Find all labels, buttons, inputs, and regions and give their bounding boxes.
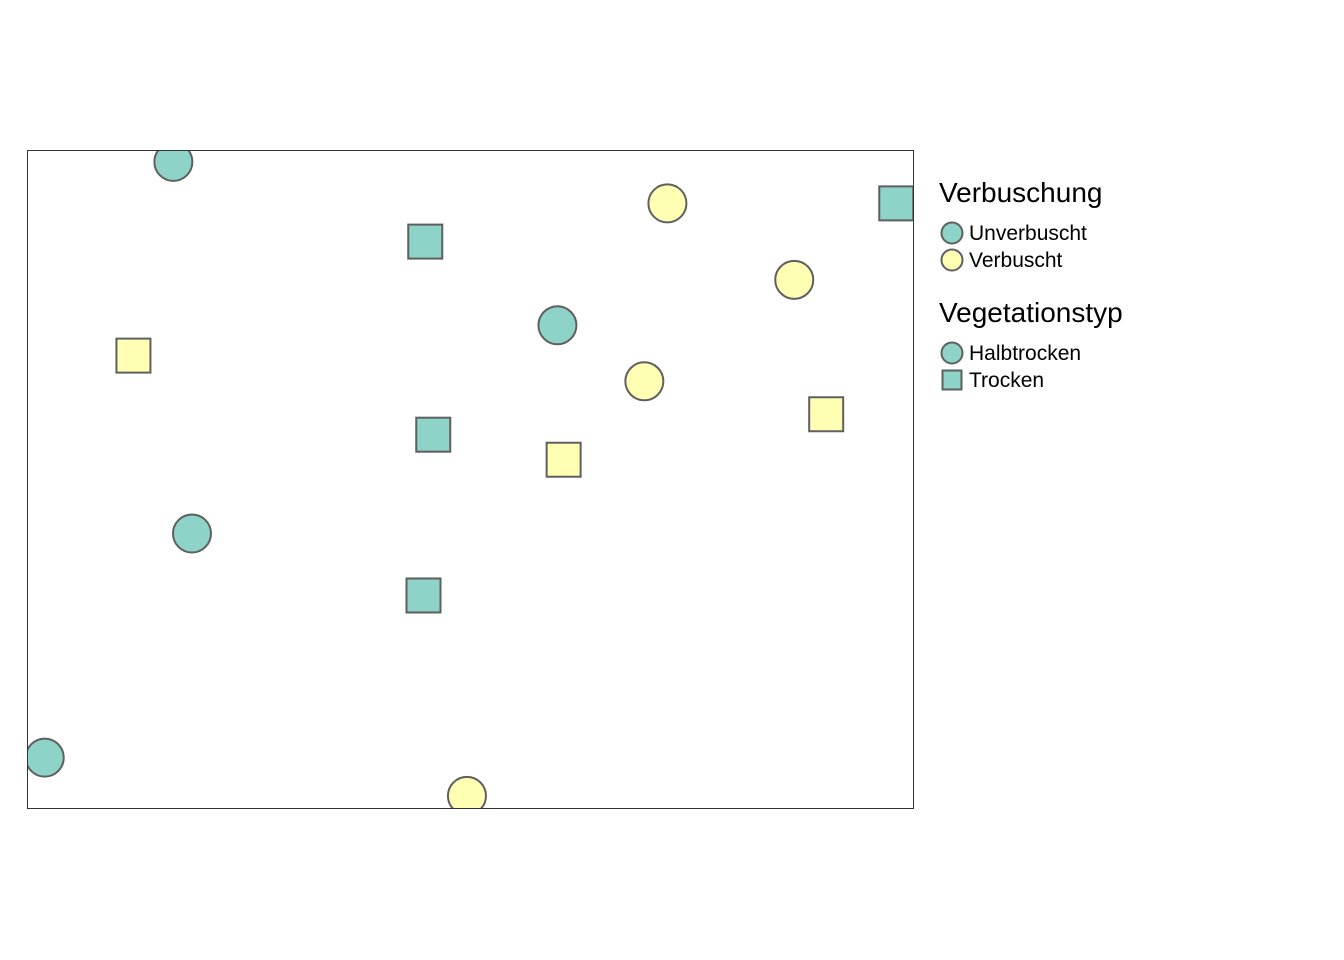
legend-key-square	[941, 369, 963, 391]
legend-label: Halbtrocken	[969, 342, 1081, 365]
legend-key-circle	[940, 248, 964, 272]
data-point-circle	[153, 150, 194, 182]
data-point-square	[405, 577, 442, 614]
legend-key-circle	[940, 341, 964, 365]
legend-label: Trocken	[969, 369, 1044, 392]
data-point-square	[545, 441, 582, 478]
data-point-square	[878, 185, 914, 222]
legend-title: Vegetationstyp	[939, 297, 1123, 328]
data-point-circle	[537, 305, 578, 346]
data-point-circle	[446, 775, 487, 809]
data-point-circle	[647, 183, 688, 224]
legend-label: Unverbuscht	[969, 222, 1087, 245]
data-points	[27, 150, 914, 809]
legend: Verbuschung Unverbuscht Verbuscht Vegetatio…	[939, 177, 1123, 392]
legend-title: Verbuschung	[939, 177, 1102, 208]
data-point-square	[407, 223, 444, 260]
legend-label: Verbuscht	[969, 249, 1063, 272]
data-point-square	[115, 337, 152, 374]
data-point-circle	[774, 259, 815, 300]
data-point-circle	[171, 513, 212, 554]
data-point-square	[415, 416, 452, 453]
plot-panel-border	[27, 150, 914, 809]
data-point-circle	[624, 361, 665, 402]
legend-key-circle	[940, 221, 964, 245]
data-point-square	[808, 396, 845, 433]
data-point-circle	[27, 737, 65, 778]
